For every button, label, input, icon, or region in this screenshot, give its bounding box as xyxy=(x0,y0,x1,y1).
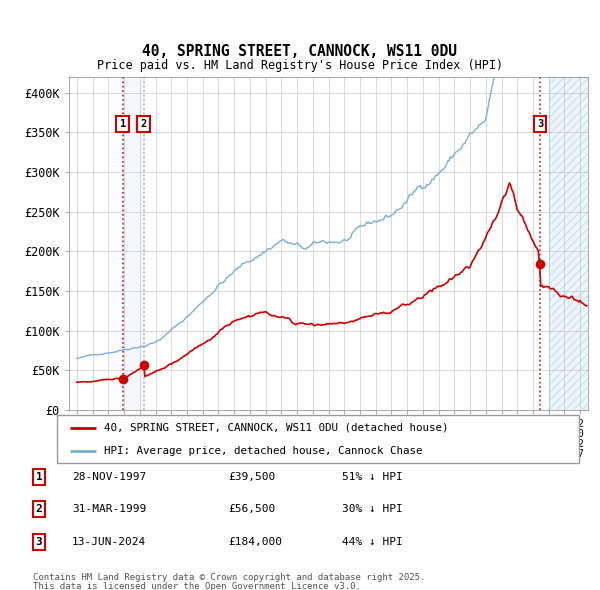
Bar xyxy=(548,77,588,410)
Text: This data is licensed under the Open Government Licence v3.0.: This data is licensed under the Open Gov… xyxy=(33,582,361,590)
Text: 3: 3 xyxy=(537,119,543,129)
Text: 40, SPRING STREET, CANNOCK, WS11 0DU (detached house): 40, SPRING STREET, CANNOCK, WS11 0DU (de… xyxy=(104,423,448,433)
Bar xyxy=(548,77,588,410)
Text: 13-JUN-2024: 13-JUN-2024 xyxy=(72,537,146,546)
Bar xyxy=(122,77,144,410)
Text: HPI: Average price, detached house, Cannock Chase: HPI: Average price, detached house, Cann… xyxy=(104,446,422,456)
Text: £39,500: £39,500 xyxy=(228,472,275,481)
Text: Price paid vs. HM Land Registry's House Price Index (HPI): Price paid vs. HM Land Registry's House … xyxy=(97,59,503,72)
Text: 2: 2 xyxy=(35,504,43,514)
Text: 40, SPRING STREET, CANNOCK, WS11 0DU: 40, SPRING STREET, CANNOCK, WS11 0DU xyxy=(143,44,458,59)
Text: 1: 1 xyxy=(119,119,126,129)
Text: 30% ↓ HPI: 30% ↓ HPI xyxy=(342,504,403,514)
Text: 31-MAR-1999: 31-MAR-1999 xyxy=(72,504,146,514)
Text: 2: 2 xyxy=(140,119,147,129)
Text: 51% ↓ HPI: 51% ↓ HPI xyxy=(342,472,403,481)
Text: £56,500: £56,500 xyxy=(228,504,275,514)
Text: Contains HM Land Registry data © Crown copyright and database right 2025.: Contains HM Land Registry data © Crown c… xyxy=(33,573,425,582)
Text: 44% ↓ HPI: 44% ↓ HPI xyxy=(342,537,403,546)
Text: 3: 3 xyxy=(35,537,43,546)
Text: 28-NOV-1997: 28-NOV-1997 xyxy=(72,472,146,481)
Text: £184,000: £184,000 xyxy=(228,537,282,546)
Text: 1: 1 xyxy=(35,472,43,481)
